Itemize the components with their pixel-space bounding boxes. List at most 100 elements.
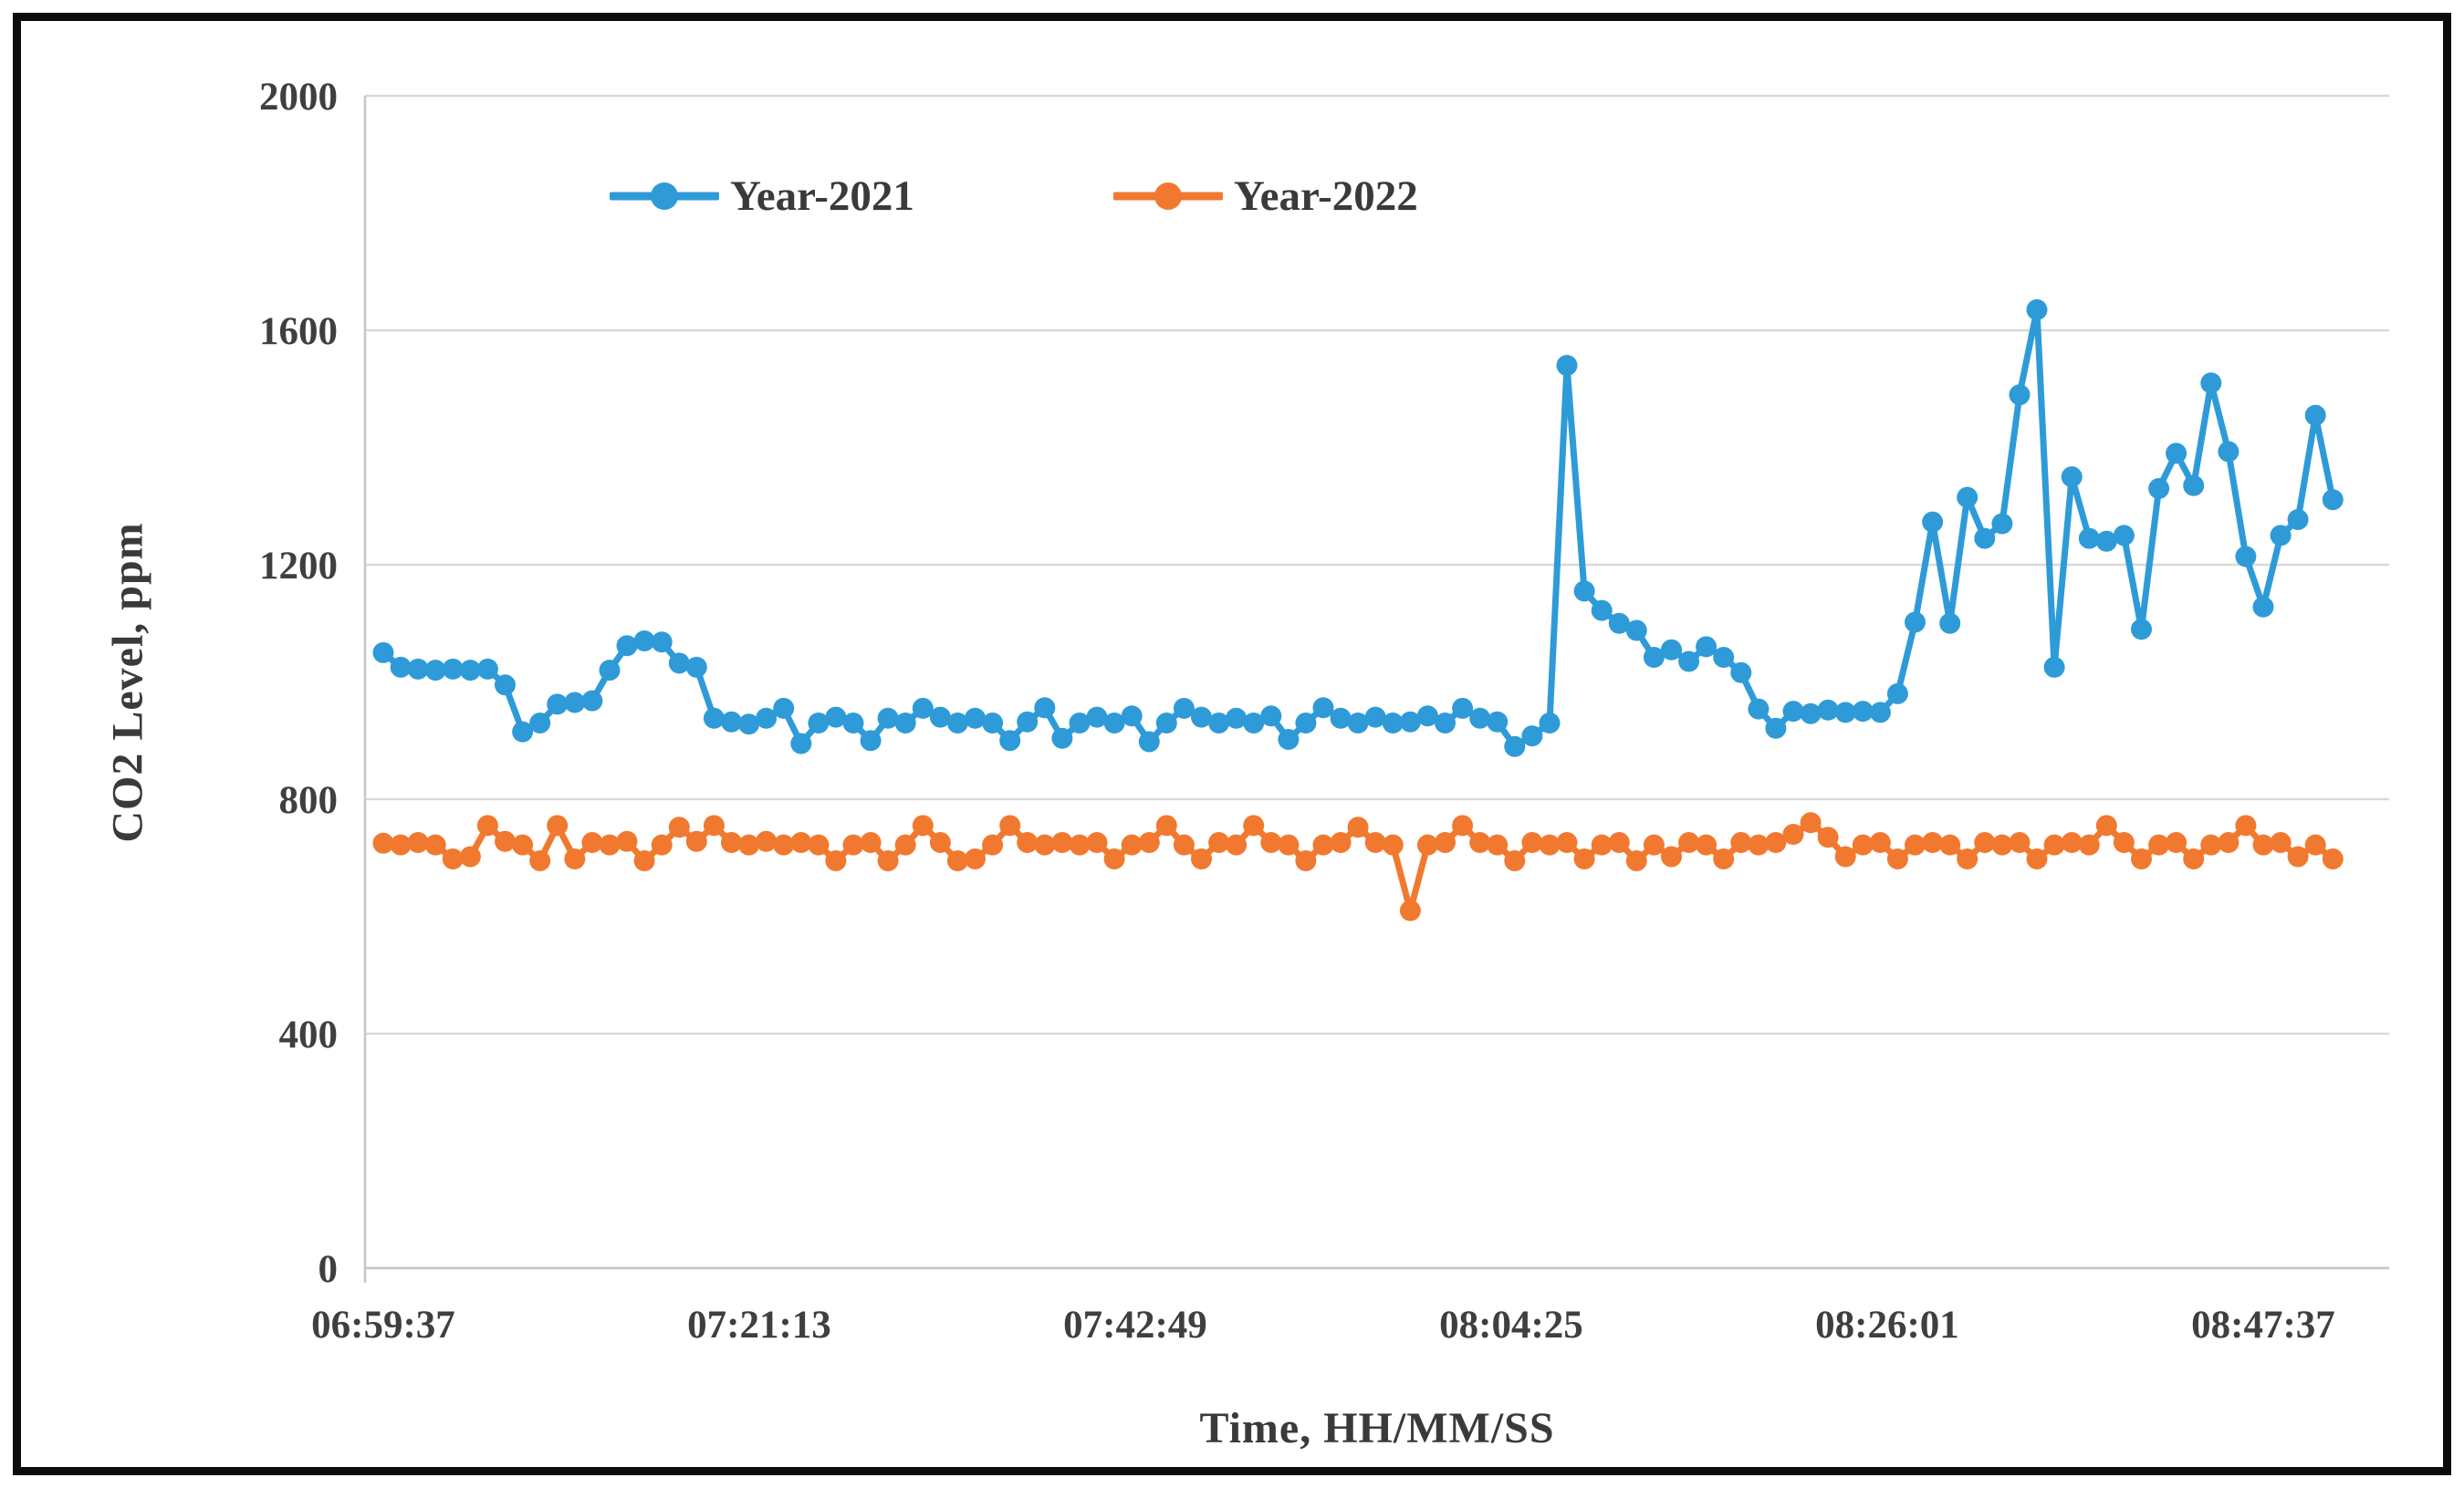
- year-2021-point: [1278, 729, 1300, 750]
- year-2022-point: [424, 834, 446, 856]
- year-2022-point: [773, 834, 795, 856]
- year-2021-point: [651, 631, 673, 653]
- year-2022-point: [912, 815, 934, 837]
- year-2021-legend-dot: [651, 182, 678, 210]
- year-2021-point: [1155, 713, 1177, 734]
- year-2021-point: [877, 707, 899, 729]
- year-2022-point: [1487, 834, 1509, 856]
- year-2022-point: [894, 834, 916, 856]
- year-2021-point: [2095, 530, 2117, 552]
- year-2021-point: [1435, 713, 1456, 734]
- year-2022-point: [2095, 815, 2117, 837]
- axes: [363, 96, 2389, 1283]
- year-2021-point: [1696, 636, 1717, 658]
- x-axis-title: Time, HH/MM/SS: [1199, 1404, 1555, 1452]
- year-2021-point: [2009, 384, 2031, 406]
- year-2021-point: [2252, 596, 2274, 618]
- x-tick-08:26:01: 08:26:01: [1815, 1304, 1959, 1347]
- year-2022-point: [407, 832, 429, 853]
- year-2022-point: [2148, 834, 2170, 856]
- gridlines: [365, 94, 2389, 1270]
- y-tick-1200: 1200: [259, 545, 338, 588]
- year-2022-point: [1347, 817, 1369, 838]
- year-2022-point: [459, 846, 481, 868]
- year-2022-point: [2166, 832, 2187, 853]
- year-2021-point: [1661, 639, 1682, 661]
- year-2021-point: [1017, 711, 1039, 733]
- year-2022-point: [616, 830, 638, 852]
- year-2022-point: [1573, 848, 1595, 869]
- year-2021-point: [1243, 713, 1265, 734]
- legend-label-year-2021: Year-2021: [730, 172, 914, 220]
- year-2021-point: [756, 707, 778, 729]
- year-2021-point: [1730, 661, 1752, 683]
- year-2022-point: [738, 834, 760, 856]
- year-2022-point: [1208, 832, 1230, 853]
- year-2022-point: [1922, 832, 1944, 853]
- year-2022-point: [1086, 832, 1108, 853]
- year-2022-point: [1661, 846, 1682, 868]
- year-2022-point: [1017, 832, 1039, 853]
- year-2022-point: [860, 832, 882, 853]
- year-2021-point: [946, 713, 968, 734]
- year-2021-point: [1678, 650, 1700, 672]
- year-2022-point: [825, 850, 847, 871]
- year-2021-point: [1191, 706, 1212, 728]
- year-2022-point: [564, 848, 586, 869]
- year-2021-point: [2166, 442, 2187, 464]
- year-2021-point: [2148, 478, 2170, 499]
- x-tick-07:42:49: 07:42:49: [1063, 1304, 1207, 1347]
- y-tick-1600: 1600: [259, 310, 338, 353]
- year-2021-point: [1469, 707, 1491, 729]
- year-2021-point: [1782, 701, 1804, 723]
- year-2022-point: [2183, 848, 2205, 869]
- year-2022-point: [1713, 848, 1735, 869]
- year-2022-point: [929, 832, 951, 853]
- year-2022-point: [1504, 850, 1526, 871]
- year-2021-point: [2061, 466, 2083, 488]
- year-2021-point: [390, 656, 412, 678]
- year-2021-point: [2287, 509, 2309, 530]
- year-2021-point: [1069, 713, 1091, 734]
- year-2021-point: [2026, 299, 2048, 320]
- year-2021-point: [1504, 735, 1526, 757]
- year-2022-point: [1435, 832, 1456, 853]
- year-2021-point: [1173, 697, 1195, 719]
- year-2021-point: [1138, 731, 1160, 753]
- year-2022-point: [1364, 832, 1386, 853]
- year-2021-point: [407, 658, 429, 680]
- year-2021-point: [738, 713, 760, 735]
- x-tick-08:04:25: 08:04:25: [1439, 1304, 1583, 1347]
- year-2021-point: [1034, 697, 1056, 719]
- year-2022-point: [476, 815, 498, 837]
- year-2021-point: [529, 713, 551, 734]
- y-axis-title: CO2 Level, ppm: [103, 522, 152, 843]
- year-2021-point: [685, 656, 707, 678]
- year-2022-point: [982, 834, 1004, 856]
- year-2021-point: [1487, 711, 1509, 733]
- x-tick-07:21:13: 07:21:13: [687, 1304, 831, 1347]
- year-2022-point: [390, 834, 412, 856]
- year-2022-point: [2287, 846, 2309, 868]
- year-2022-point: [1521, 832, 1543, 853]
- year-2021-point: [1957, 486, 1979, 508]
- year-2021-point: [1573, 580, 1595, 602]
- year-2021-point: [1452, 697, 1474, 719]
- year-2021-point: [442, 658, 464, 680]
- year-2022-point: [1539, 834, 1561, 856]
- year-2021-point: [372, 641, 394, 663]
- year-2021-point: [1347, 713, 1369, 734]
- year-2022-point: [2235, 815, 2257, 837]
- year-2022-point: [685, 830, 707, 852]
- year-2022-point: [1155, 815, 1177, 837]
- year-2022-point: [1625, 850, 1647, 871]
- year-2021-point: [1748, 698, 1770, 720]
- year-2021-point: [459, 660, 481, 682]
- year-2022-point: [1469, 832, 1491, 853]
- y-tick-800: 800: [279, 779, 339, 822]
- year-2022-point: [1260, 832, 1282, 853]
- year-2022-point: [512, 834, 534, 856]
- year-2022-point: [1817, 827, 1839, 848]
- year-2022-point: [2043, 834, 2065, 856]
- year-2021-point: [2043, 656, 2065, 678]
